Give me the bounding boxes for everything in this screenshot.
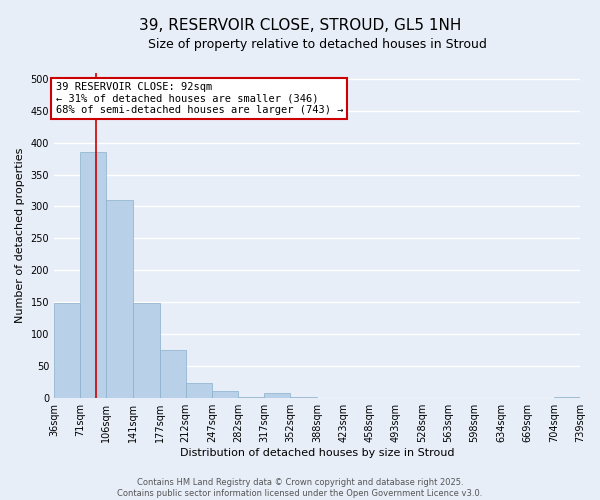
Text: 39, RESERVOIR CLOSE, STROUD, GL5 1NH: 39, RESERVOIR CLOSE, STROUD, GL5 1NH — [139, 18, 461, 32]
Bar — [54, 304, 80, 398]
X-axis label: Distribution of detached houses by size in Stroud: Distribution of detached houses by size … — [180, 448, 454, 458]
Bar — [133, 304, 160, 398]
Bar — [212, 392, 238, 398]
Bar — [80, 152, 106, 398]
Bar — [290, 397, 317, 398]
Bar — [106, 200, 133, 398]
Text: 39 RESERVOIR CLOSE: 92sqm
← 31% of detached houses are smaller (346)
68% of semi: 39 RESERVOIR CLOSE: 92sqm ← 31% of detac… — [56, 82, 343, 116]
Bar — [160, 350, 186, 398]
Bar — [238, 397, 264, 398]
Title: Size of property relative to detached houses in Stroud: Size of property relative to detached ho… — [148, 38, 487, 51]
Y-axis label: Number of detached properties: Number of detached properties — [15, 148, 25, 323]
Bar — [554, 397, 580, 398]
Bar — [264, 392, 290, 398]
Bar — [186, 383, 212, 398]
Text: Contains HM Land Registry data © Crown copyright and database right 2025.
Contai: Contains HM Land Registry data © Crown c… — [118, 478, 482, 498]
